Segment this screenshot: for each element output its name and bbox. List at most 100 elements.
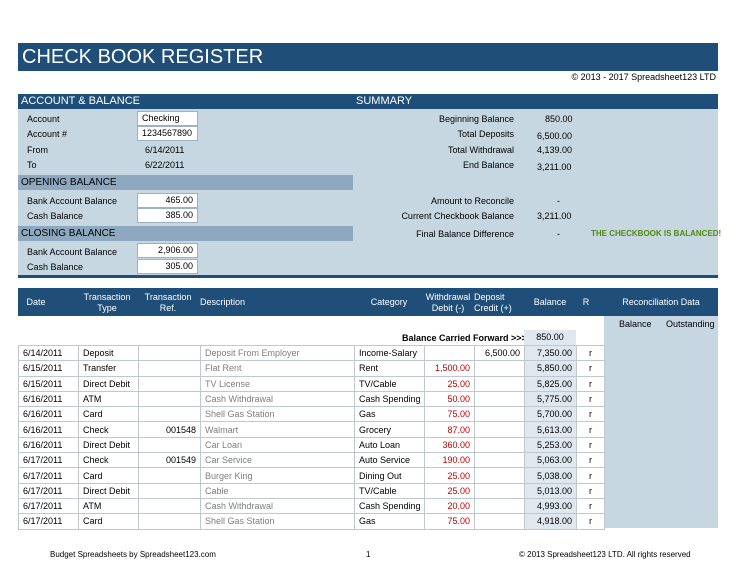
row-deposit[interactable] [474,390,525,408]
row-date[interactable]: 6/16/2011 [18,406,79,423]
account-number-field[interactable]: 1234567890 [137,126,198,141]
row-type[interactable]: ATM [78,497,139,515]
row-description[interactable]: Shell Gas Station [200,406,355,423]
row-deposit[interactable]: 6,500.00 [474,344,525,362]
row-deposit[interactable] [474,375,525,392]
table-row[interactable]: 6/17/2011 Card Burger King Dining Out 25.00 5… [18,467,605,484]
row-date[interactable]: 6/17/2011 [18,482,79,499]
account-field[interactable]: Checking [137,111,198,126]
row-ref[interactable] [138,467,201,484]
row-ref[interactable] [138,360,201,377]
row-ref[interactable] [138,375,201,392]
row-type[interactable]: ATM [78,390,139,408]
row-withdrawal[interactable]: 25.00 [424,467,475,484]
row-withdrawal[interactable]: 360.00 [424,436,475,454]
opening-cash-field[interactable]: 385.00 [137,208,198,223]
row-description[interactable]: Cable [200,482,355,499]
row-description[interactable]: Walmart [200,421,355,438]
row-type[interactable]: Check [78,421,139,438]
row-date[interactable]: 6/15/2011 [18,360,79,377]
row-reconciled[interactable]: r [576,390,605,408]
row-description[interactable]: Cash Withdrawal [200,390,355,408]
row-withdrawal[interactable]: 190.00 [424,452,475,469]
table-row[interactable]: 6/16/2011 Card Shell Gas Station Gas 75.00 5,… [18,406,605,423]
row-ref[interactable] [138,344,201,362]
row-date[interactable]: 6/17/2011 [18,513,79,530]
table-row[interactable]: 6/17/2011 Check 001549 Car Service Auto Serv… [18,452,605,469]
row-ref[interactable] [138,436,201,454]
row-description[interactable]: Burger King [200,467,355,484]
row-withdrawal[interactable]: 20.00 [424,497,475,515]
row-date[interactable]: 6/17/2011 [18,497,79,515]
row-type[interactable]: Direct Debit [78,482,139,499]
opening-bank-field[interactable]: 465.00 [137,193,198,208]
row-category[interactable]: Gas [354,406,425,423]
row-deposit[interactable] [474,497,525,515]
row-deposit[interactable] [474,467,525,484]
row-category[interactable]: TV/Cable [354,482,425,499]
row-date[interactable]: 6/14/2011 [18,344,79,362]
row-reconciled[interactable]: r [576,375,605,392]
row-deposit[interactable] [474,360,525,377]
to-date-field[interactable]: 6/22/2011 [145,160,185,170]
row-withdrawal[interactable] [424,344,475,362]
row-type[interactable]: Transfer [78,360,139,377]
row-description[interactable]: Flat Rent [200,360,355,377]
table-row[interactable]: 6/14/2011 Deposit Deposit From Employer Inc… [18,344,605,362]
row-withdrawal[interactable]: 75.00 [424,513,475,530]
row-deposit[interactable] [474,436,525,454]
row-description[interactable]: Cash Withdrawal [200,497,355,515]
row-deposit[interactable] [474,421,525,438]
row-reconciled[interactable]: r [576,482,605,499]
row-type[interactable]: Deposit [78,344,139,362]
table-row[interactable]: 6/17/2011 ATM Cash Withdrawal Cash Spending… [18,497,605,515]
row-withdrawal[interactable]: 87.00 [424,421,475,438]
row-ref[interactable] [138,497,201,515]
row-type[interactable]: Card [78,467,139,484]
row-category[interactable]: Grocery [354,421,425,438]
row-reconciled[interactable]: r [576,406,605,423]
table-row[interactable]: 6/16/2011 ATM Cash Withdrawal Cash Spending… [18,390,605,408]
row-reconciled[interactable]: r [576,436,605,454]
row-category[interactable]: Income-Salary [354,344,425,362]
closing-cash-field[interactable]: 305.00 [137,259,198,274]
table-row[interactable]: 6/16/2011 Check 001548 Walmart Grocery 87.00 5… [18,421,605,438]
row-category[interactable]: Cash Spending [354,390,425,408]
row-type[interactable]: Direct Debit [78,436,139,454]
row-deposit[interactable] [474,482,525,499]
row-date[interactable]: 6/16/2011 [18,421,79,438]
row-deposit[interactable] [474,452,525,469]
row-category[interactable]: Cash Spending [354,497,425,515]
row-type[interactable]: Card [78,406,139,423]
row-category[interactable]: TV/Cable [354,375,425,392]
row-deposit[interactable] [474,513,525,530]
row-description[interactable]: TV License [200,375,355,392]
row-date[interactable]: 6/16/2011 [18,390,79,408]
row-type[interactable]: Card [78,513,139,530]
row-category[interactable]: Dining Out [354,467,425,484]
table-row[interactable]: 6/17/2011 Card Shell Gas Station Gas 75.00 4,… [18,513,605,530]
table-row[interactable]: 6/17/2011 Direct Debit Cable TV/Cable 25.00 5… [18,482,605,499]
row-ref[interactable] [138,406,201,423]
row-description[interactable]: Car Service [200,452,355,469]
row-category[interactable]: Rent [354,360,425,377]
row-reconciled[interactable]: r [576,452,605,469]
row-reconciled[interactable]: r [576,344,605,362]
row-description[interactable]: Shell Gas Station [200,513,355,530]
from-date-field[interactable]: 6/14/2011 [145,145,185,155]
row-withdrawal[interactable]: 75.00 [424,406,475,423]
row-withdrawal[interactable]: 50.00 [424,390,475,408]
table-row[interactable]: 6/16/2011 Direct Debit Car Loan Auto Loan 36… [18,436,605,454]
row-date[interactable]: 6/16/2011 [18,436,79,454]
row-withdrawal[interactable]: 25.00 [424,482,475,499]
row-withdrawal[interactable]: 25.00 [424,375,475,392]
row-reconciled[interactable]: r [576,513,605,530]
row-ref[interactable] [138,482,201,499]
row-withdrawal[interactable]: 1,500.00 [424,360,475,377]
row-reconciled[interactable]: r [576,360,605,377]
table-row[interactable]: 6/15/2011 Direct Debit TV License TV/Cable 2… [18,375,605,392]
row-ref[interactable] [138,513,201,530]
row-category[interactable]: Auto Service [354,452,425,469]
row-category[interactable]: Auto Loan [354,436,425,454]
row-reconciled[interactable]: r [576,497,605,515]
